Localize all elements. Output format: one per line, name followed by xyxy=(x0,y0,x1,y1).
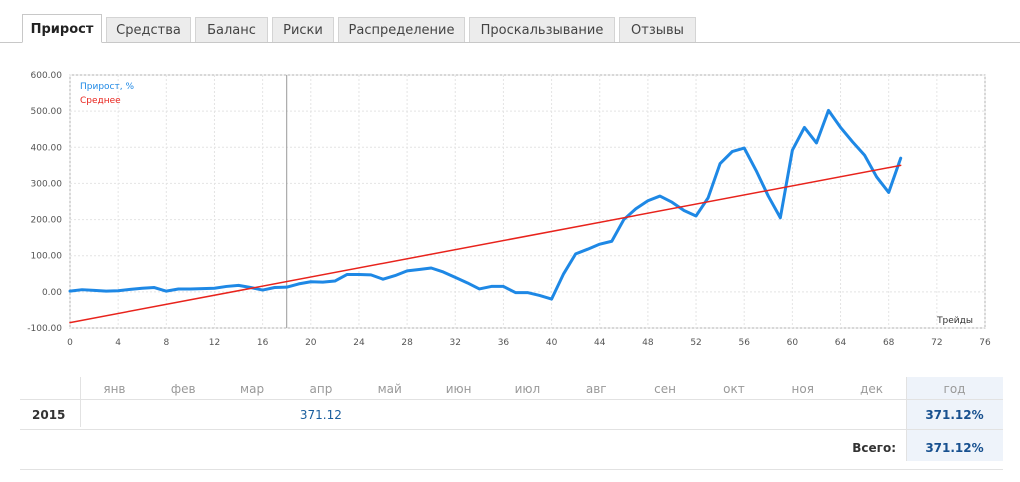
x-tick-label-8: 32 xyxy=(450,338,461,348)
tab-equity[interactable]: Средства xyxy=(106,17,191,42)
y-tick-label-2: 400.00 xyxy=(31,143,63,153)
x-tick-label-14: 56 xyxy=(738,338,750,348)
tab-balance[interactable]: Баланс xyxy=(195,17,268,42)
growth-chart-svg: 600.00 500.00 400.00 300.00 200.00 100.00 0.00… xyxy=(27,71,991,348)
monthly-growth-table: янв фев мар апр май июн июл авг сен окт ноя дек год… xyxy=(20,377,1003,471)
row-divider xyxy=(20,429,1003,430)
x-tick-label-1: 4 xyxy=(115,338,121,348)
header-divider xyxy=(20,399,1003,400)
y-tick-label-1: 500.00 xyxy=(31,107,63,117)
total-label: Всего: xyxy=(852,441,896,455)
month-header-row: янв фев мар апр май июн июл авг сен окт ноя дек xyxy=(20,377,1003,399)
y-tick-label-6: 0.00 xyxy=(42,288,62,298)
growth-line xyxy=(68,108,903,301)
legend-growth: Прирост, % xyxy=(80,82,134,92)
year-total-value: 371.12% xyxy=(925,408,984,422)
month-header-5: июн xyxy=(445,382,472,396)
total-col-divider xyxy=(906,377,907,461)
month-header-7: авг xyxy=(585,382,607,396)
x-tick-label-5: 20 xyxy=(305,338,317,348)
year-label: 2015 xyxy=(32,408,66,422)
month-header-10: ноя xyxy=(791,382,814,396)
tab-reviews[interactable]: Отзывы xyxy=(619,17,696,42)
month-header-9: окт xyxy=(723,382,745,396)
month-header-8: сен xyxy=(654,382,676,396)
x-axis-label: Трейды xyxy=(936,316,973,326)
tab-bar-divider xyxy=(0,42,1020,43)
x-tick-label-6: 24 xyxy=(353,338,365,348)
x-tick-label-19: 76 xyxy=(979,338,991,348)
month-header-4: май xyxy=(377,382,402,396)
x-tick-label-9: 36 xyxy=(498,338,510,348)
average-line xyxy=(69,164,902,324)
year-header: год xyxy=(943,382,966,396)
month-header-0: янв xyxy=(103,382,126,396)
x-tick-label-0: 0 xyxy=(67,338,73,348)
legend-average: Среднее xyxy=(80,96,121,106)
month-header-1: фев xyxy=(170,382,196,396)
month-header-6: июл xyxy=(514,382,541,396)
month-header-2: мар xyxy=(240,382,265,396)
x-tick-label-15: 60 xyxy=(787,338,799,348)
total-value: 371.12% xyxy=(925,441,984,455)
x-tick-label-3: 12 xyxy=(209,338,220,348)
x-tick-label-11: 44 xyxy=(594,338,606,348)
tab-distribution[interactable]: Распределение xyxy=(338,17,465,42)
x-tick-label-4: 16 xyxy=(257,338,269,348)
y-tick-label-7: -100.00 xyxy=(27,324,62,334)
x-tick-label-18: 72 xyxy=(931,338,942,348)
bottom-divider xyxy=(20,469,1003,470)
y-tick-label-4: 200.00 xyxy=(31,216,63,226)
x-tick-label-12: 48 xyxy=(642,338,654,348)
x-tick-label-7: 28 xyxy=(401,338,413,348)
month-header-11: дек xyxy=(860,382,884,396)
year-col-divider xyxy=(80,377,81,427)
year-column-bg xyxy=(906,377,1003,461)
y-tick-label-3: 300.00 xyxy=(31,179,63,189)
x-tick-label-2: 8 xyxy=(163,338,169,348)
x-tick-label-10: 40 xyxy=(546,338,558,348)
x-tick-label-17: 68 xyxy=(883,338,895,348)
tab-bar: Прирост Средства Баланс Риски Распределе… xyxy=(0,0,1020,44)
tab-growth[interactable]: Прирост xyxy=(22,14,102,43)
y-tick-label-5: 100.00 xyxy=(31,252,63,262)
growth-chart: 600.00 500.00 400.00 300.00 200.00 100.00 0.00… xyxy=(0,60,1020,360)
plot-area xyxy=(69,74,986,329)
y-tick-label-0: 600.00 xyxy=(31,71,63,81)
x-tick-label-13: 52 xyxy=(690,338,701,348)
month-header-3: апр xyxy=(309,382,333,396)
tab-risks[interactable]: Риски xyxy=(272,17,334,42)
month-value-apr: 371.12 xyxy=(299,408,342,422)
x-tick-label-16: 64 xyxy=(835,338,847,348)
tab-slippage[interactable]: Проскальзывание xyxy=(469,17,615,42)
